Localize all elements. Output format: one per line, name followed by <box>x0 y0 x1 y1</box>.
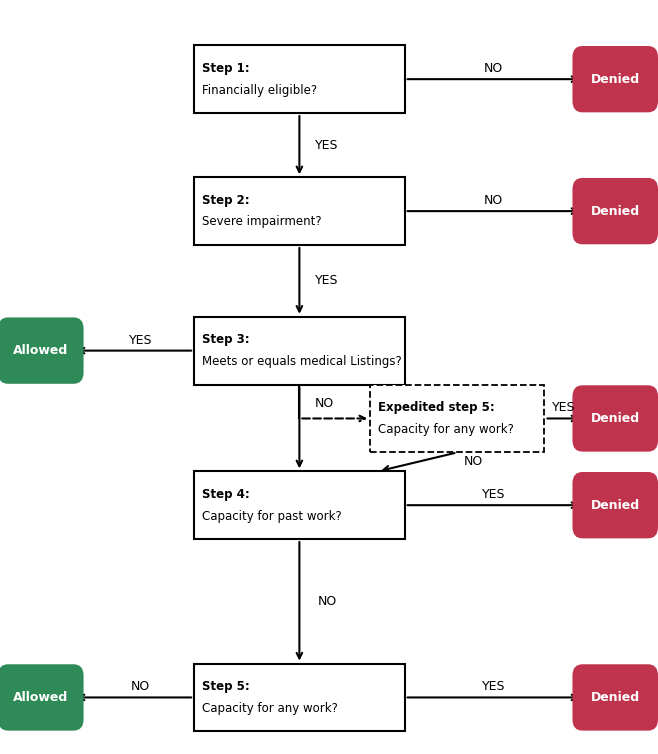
Text: Step 1:: Step 1: <box>202 62 249 75</box>
Text: Step 2:: Step 2: <box>202 194 249 207</box>
Text: NO: NO <box>131 680 150 694</box>
FancyBboxPatch shape <box>572 385 658 452</box>
Text: Capacity for any work?: Capacity for any work? <box>202 702 338 715</box>
Text: Step 5:: Step 5: <box>202 680 250 693</box>
Text: YES: YES <box>315 139 339 152</box>
Bar <box>194 317 405 385</box>
Bar <box>194 45 405 113</box>
Text: Step 4:: Step 4: <box>202 488 250 501</box>
Text: YES: YES <box>129 333 152 347</box>
Bar <box>194 471 405 539</box>
Text: Expedited step 5:: Expedited step 5: <box>378 401 495 414</box>
Text: NO: NO <box>484 194 503 207</box>
Bar <box>194 664 405 731</box>
Text: YES: YES <box>315 274 339 287</box>
Text: Denied: Denied <box>591 72 640 86</box>
Text: YES: YES <box>551 401 575 415</box>
FancyBboxPatch shape <box>572 46 658 112</box>
FancyBboxPatch shape <box>572 178 658 244</box>
Text: Denied: Denied <box>591 498 640 512</box>
Text: Capacity for any work?: Capacity for any work? <box>378 423 514 436</box>
Bar <box>194 177 405 245</box>
Text: Capacity for past work?: Capacity for past work? <box>202 510 342 523</box>
Text: Allowed: Allowed <box>13 691 68 704</box>
Text: Allowed: Allowed <box>13 344 68 357</box>
FancyBboxPatch shape <box>0 317 84 384</box>
Text: YES: YES <box>482 680 505 694</box>
Text: Denied: Denied <box>591 412 640 425</box>
Text: NO: NO <box>464 455 484 468</box>
Bar <box>370 385 545 452</box>
Text: Severe impairment?: Severe impairment? <box>202 216 322 228</box>
Text: Step 3:: Step 3: <box>202 333 249 346</box>
Text: NO: NO <box>315 397 334 410</box>
Text: Denied: Denied <box>591 204 640 218</box>
Text: NO: NO <box>317 595 337 608</box>
Text: Denied: Denied <box>591 691 640 704</box>
Text: YES: YES <box>482 488 505 501</box>
Text: Meets or equals medical Listings?: Meets or equals medical Listings? <box>202 355 402 368</box>
FancyBboxPatch shape <box>0 664 84 731</box>
FancyBboxPatch shape <box>572 664 658 731</box>
Text: NO: NO <box>484 62 503 75</box>
Text: Financially eligible?: Financially eligible? <box>202 84 317 97</box>
FancyBboxPatch shape <box>572 472 658 538</box>
